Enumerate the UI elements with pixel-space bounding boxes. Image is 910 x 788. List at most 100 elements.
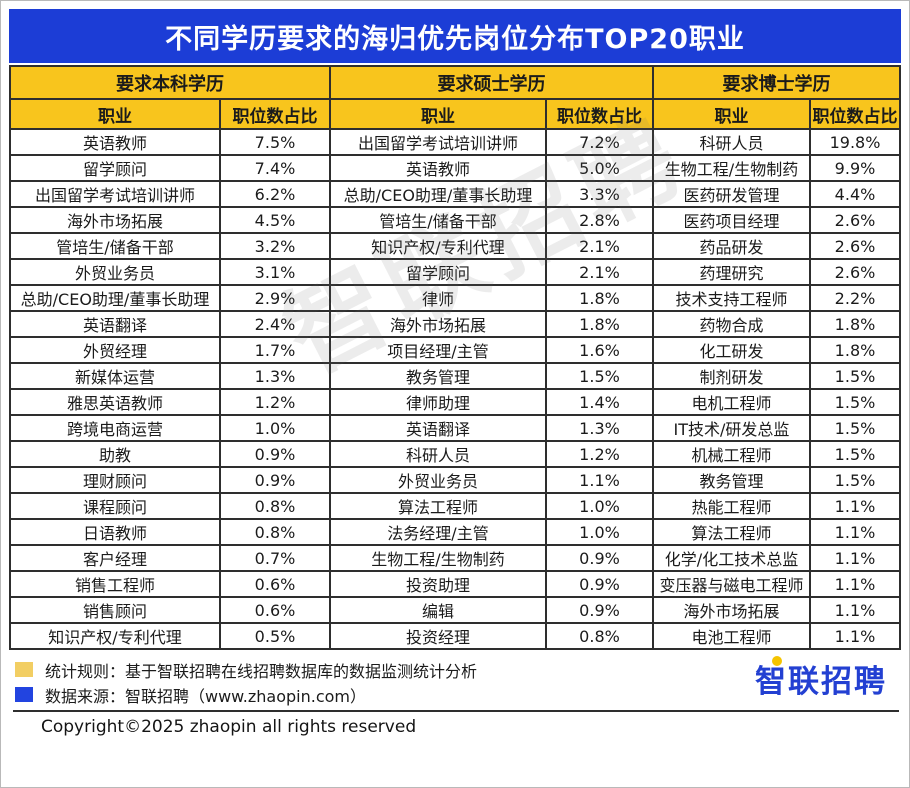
share-cell: 2.8%: [545, 206, 654, 234]
job-cell: 生物工程/生物制药: [329, 544, 547, 572]
share-cell: 0.9%: [219, 466, 331, 494]
zhaopin-logo-text: 智联招聘: [755, 664, 887, 700]
table-row: 销售顾问 0.6% 编辑 0.9% 海外市场拓展 1.1%: [9, 596, 901, 624]
table-row: 课程顾问 0.8% 算法工程师 1.0% 热能工程师 1.1%: [9, 492, 901, 520]
table-row: 新媒体运营 1.3% 教务管理 1.5% 制剂研发 1.5%: [9, 362, 901, 390]
share-cell: 0.6%: [219, 596, 331, 624]
job-cell: 热能工程师: [652, 492, 811, 520]
job-cell: 跨境电商运营: [9, 414, 221, 442]
table-row: 雅思英语教师 1.2% 律师助理 1.4% 电机工程师 1.5%: [9, 388, 901, 416]
share-cell: 3.2%: [219, 232, 331, 260]
job-cell: 出国留学考试培训讲师: [329, 128, 547, 156]
data-table: 要求本科学历 要求硕士学历 要求博士学历 职业 职位数占比 职业 职位数占比 职…: [9, 65, 901, 650]
share-cell: 2.2%: [809, 284, 901, 312]
table-row: 英语翻译 2.4% 海外市场拓展 1.8% 药物合成 1.8%: [9, 310, 901, 338]
job-cell: 日语教师: [9, 518, 221, 546]
footer-divider: [13, 710, 899, 712]
job-cell: 电机工程师: [652, 388, 811, 416]
share-cell: 1.1%: [809, 492, 901, 520]
share-cell: 6.2%: [219, 180, 331, 208]
job-cell: 出国留学考试培训讲师: [9, 180, 221, 208]
note-data-source: 数据来源：智联招聘（www.zhaopin.com）: [45, 686, 367, 706]
job-cell: 销售工程师: [9, 570, 221, 598]
job-cell: 知识产权/专利代理: [9, 622, 221, 650]
job-cell: 算法工程师: [652, 518, 811, 546]
table-row: 出国留学考试培训讲师 6.2% 总助/CEO助理/董事长助理 3.3% 医药研发管理 4.…: [9, 180, 901, 208]
job-cell: 变压器与磁电工程师: [652, 570, 811, 598]
job-cell: 机械工程师: [652, 440, 811, 468]
share-cell: 1.8%: [809, 310, 901, 338]
share-cell: 2.6%: [809, 206, 901, 234]
share-cell: 0.9%: [545, 570, 654, 598]
job-cell: 英语翻译: [329, 414, 547, 442]
job-cell: 海外市场拓展: [652, 596, 811, 624]
table-row: 客户经理 0.7% 生物工程/生物制药 0.9% 化学/化工技术总监 1.1%: [9, 544, 901, 572]
table-row: 留学顾问 7.4% 英语教师 5.0% 生物工程/生物制药 9.9%: [9, 154, 901, 182]
table-body: 英语教师 7.5% 出国留学考试培训讲师 7.2% 科研人员 19.8% 留学顾问 7.4% 英…: [9, 128, 901, 650]
job-cell: 海外市场拓展: [9, 206, 221, 234]
job-cell: 知识产权/专利代理: [329, 232, 547, 260]
share-cell: 2.1%: [545, 258, 654, 286]
share-cell: 1.1%: [809, 596, 901, 624]
job-cell: 外贸业务员: [9, 258, 221, 286]
job-cell: 化工研发: [652, 336, 811, 364]
column-header-row: 职业 职位数占比 职业 职位数占比 职业 职位数占比: [9, 98, 901, 130]
job-cell: 投资助理: [329, 570, 547, 598]
share-cell: 1.1%: [809, 544, 901, 572]
table-row: 英语教师 7.5% 出国留学考试培训讲师 7.2% 科研人员 19.8%: [9, 128, 901, 156]
table-row: 海外市场拓展 4.5% 管培生/储备干部 2.8% 医药项目经理 2.6%: [9, 206, 901, 234]
job-cell: 客户经理: [9, 544, 221, 572]
share-cell: 3.1%: [219, 258, 331, 286]
share-cell: 1.5%: [809, 414, 901, 442]
table-row: 助教 0.9% 科研人员 1.2% 机械工程师 1.5%: [9, 440, 901, 468]
job-cell: 药理研究: [652, 258, 811, 286]
job-cell: 雅思英语教师: [9, 388, 221, 416]
section-header-master: 要求硕士学历: [329, 65, 654, 100]
footer: 统计规则：基于智联招聘在线招聘数据库的数据监测统计分析 数据来源：智联招聘（ww…: [9, 650, 901, 737]
zhaopin-logo: 智联招聘: [755, 656, 887, 701]
share-cell: 0.5%: [219, 622, 331, 650]
job-cell: 海外市场拓展: [329, 310, 547, 338]
job-cell: 英语翻译: [9, 310, 221, 338]
job-cell: 药物合成: [652, 310, 811, 338]
table-row: 日语教师 0.8% 法务经理/主管 1.0% 算法工程师 1.1%: [9, 518, 901, 546]
job-cell: 教务管理: [652, 466, 811, 494]
share-cell: 2.4%: [219, 310, 331, 338]
job-cell: IT技术/研发总监: [652, 414, 811, 442]
job-cell: 销售顾问: [9, 596, 221, 624]
share-cell: 1.1%: [809, 518, 901, 546]
col-header-job: 职业: [329, 98, 547, 130]
table-row: 管培生/储备干部 3.2% 知识产权/专利代理 2.1% 药品研发 2.6%: [9, 232, 901, 260]
share-cell: 2.1%: [545, 232, 654, 260]
share-cell: 7.5%: [219, 128, 331, 156]
share-cell: 2.6%: [809, 232, 901, 260]
share-cell: 0.9%: [545, 596, 654, 624]
job-cell: 投资经理: [329, 622, 547, 650]
share-cell: 0.9%: [545, 544, 654, 572]
col-header-job: 职业: [9, 98, 221, 130]
note-data-source-row: 数据来源：智联招聘（www.zhaopin.com）: [13, 682, 899, 707]
share-cell: 1.5%: [809, 362, 901, 390]
job-cell: 化学/化工技术总监: [652, 544, 811, 572]
job-cell: 法务经理/主管: [329, 518, 547, 546]
job-cell: 外贸业务员: [329, 466, 547, 494]
job-cell: 编辑: [329, 596, 547, 624]
job-cell: 英语教师: [329, 154, 547, 182]
section-header-doctor: 要求博士学历: [652, 65, 901, 100]
share-cell: 1.2%: [219, 388, 331, 416]
share-cell: 1.5%: [809, 466, 901, 494]
share-cell: 9.9%: [809, 154, 901, 182]
job-cell: 管培生/储备干部: [9, 232, 221, 260]
share-cell: 0.9%: [219, 440, 331, 468]
job-cell: 新媒体运营: [9, 362, 221, 390]
share-cell: 1.0%: [545, 492, 654, 520]
job-cell: 生物工程/生物制药: [652, 154, 811, 182]
share-cell: 1.5%: [545, 362, 654, 390]
job-cell: 制剂研发: [652, 362, 811, 390]
share-cell: 1.0%: [219, 414, 331, 442]
job-cell: 科研人员: [329, 440, 547, 468]
col-header-job: 职业: [652, 98, 811, 130]
col-header-share: 职位数占比: [219, 98, 331, 130]
share-cell: 1.3%: [545, 414, 654, 442]
table-row: 销售工程师 0.6% 投资助理 0.9% 变压器与磁电工程师 1.1%: [9, 570, 901, 598]
